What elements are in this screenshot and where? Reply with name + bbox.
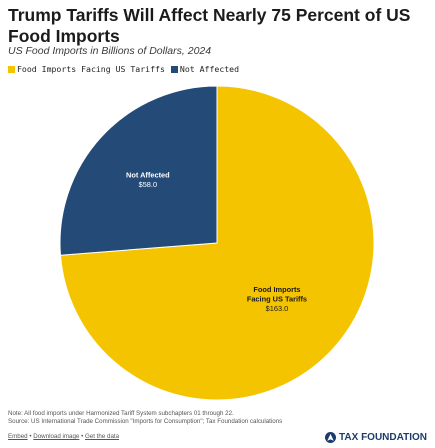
chart-subtitle: US Food Imports in Billions of Dollars, … [8, 45, 212, 57]
slice-value-label: $58.0 [139, 180, 158, 189]
source-text: Source: US International Trade Commissio… [8, 418, 283, 425]
slice-label-line: Not Affected [126, 170, 170, 179]
chart-title: Trump Tariffs Will Affect Nearly 75 Perc… [8, 5, 411, 46]
legend-item-not-affected[interactable]: Not Affected [170, 64, 240, 74]
tax-foundation-logo[interactable]: TAX FOUNDATION [325, 432, 427, 443]
brand-name: TAX FOUNDATION [339, 432, 427, 443]
slice-value-label: $163.0 [266, 304, 289, 313]
legend-swatch-tariffs [8, 65, 15, 73]
legend-swatch-not-affected [170, 65, 178, 73]
embed-link[interactable]: Embed [8, 433, 28, 440]
slice-label-line: Facing US Tariffs [247, 294, 307, 303]
link-separator: • [81, 433, 84, 440]
pie-slice-1[interactable] [59, 85, 218, 256]
logo-icon [325, 432, 337, 443]
legend-label-tariffs: Food Imports Facing US Tariffs [17, 64, 165, 74]
legend-label-not-affected: Not Affected [179, 64, 240, 74]
footer-note: Note: All food imports under Harmonized … [8, 410, 408, 426]
footer-links: Embed • Download image • Get the data [8, 433, 119, 440]
get-the-data-link[interactable]: Get the data [84, 433, 120, 440]
legend: Food Imports Facing US Tariffs Not Affec… [8, 64, 245, 74]
legend-item-tariffs[interactable]: Food Imports Facing US Tariffs [8, 64, 165, 74]
download-image-link[interactable]: Download image [33, 433, 80, 440]
slice-label-line: Food Imports [253, 285, 300, 294]
slice-label-1: Not Affected$58.0 [126, 170, 170, 189]
note-text: Note: All food imports under Harmonized … [8, 410, 234, 417]
link-separator: • [29, 433, 32, 440]
